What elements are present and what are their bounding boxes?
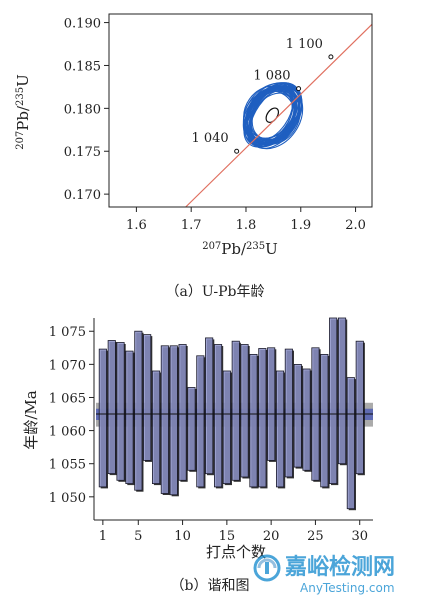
age-bar	[320, 353, 329, 488]
x-tick-label: 20	[263, 529, 280, 544]
y-tick-label: 0.170	[64, 188, 101, 203]
x-ticks: 1 5 10 15 20 25 30	[99, 520, 368, 544]
y-ticks: 1 050 1 055 1 060 1 065 1 070 1 075	[49, 325, 94, 506]
age-bar	[196, 355, 205, 488]
age-bar	[134, 330, 143, 491]
age-bar	[205, 337, 214, 475]
x-tick-label: 25	[307, 529, 324, 544]
age-bar	[267, 347, 276, 461]
age-bar	[116, 342, 125, 481]
age-bar	[284, 348, 293, 478]
age-bar	[125, 350, 134, 485]
age-marker-label: 1 040	[191, 131, 228, 146]
concordia-line	[185, 23, 373, 208]
age-bar	[355, 340, 364, 475]
age-bar	[329, 317, 338, 485]
age-bar	[187, 387, 196, 471]
plot-frame	[108, 13, 373, 208]
age-bar	[143, 334, 152, 461]
y-tick-label: 0.180	[64, 102, 101, 117]
x-tick-label: 1.9	[290, 218, 311, 233]
age-bar	[107, 340, 116, 475]
x-tick-label: 10	[174, 529, 191, 544]
y-axis-title: 207Pb/235U	[14, 74, 32, 150]
age-bar	[249, 353, 258, 488]
y-tick-label: 1 070	[49, 358, 86, 373]
age-marker-point	[328, 54, 334, 60]
caption-b: （b）谐和图	[171, 578, 250, 594]
y-tick-label: 1 055	[49, 458, 86, 473]
age-marker-label: 1 080	[253, 69, 290, 84]
analysis-ellipse	[243, 85, 297, 141]
age-bars	[98, 317, 365, 511]
y-tick-label: 1 050	[49, 491, 86, 506]
y-axis-title: 年龄/Ma	[22, 390, 40, 449]
x-tick-label: 15	[219, 529, 236, 544]
age-bar	[346, 377, 355, 510]
watermark: 嘉峪检测网 AnyTesting.com	[253, 554, 395, 595]
x-tick-label: 30	[351, 529, 368, 544]
y-tick-label: 1 060	[49, 425, 86, 440]
caption-a: （a）U-Pb年龄	[165, 284, 264, 300]
y-tick-label: 0.190	[64, 17, 101, 32]
age-bar	[151, 370, 161, 484]
y-tick-label: 1 065	[49, 391, 86, 406]
x-tick-label: 1.7	[181, 218, 202, 233]
x-axis-title: 207Pb/235U	[202, 240, 278, 258]
age-markers: 1 040 1 080 1 100	[191, 37, 334, 154]
watermark-logo-icon	[253, 554, 281, 582]
age-bar	[337, 317, 347, 465]
age-bar	[293, 363, 302, 468]
age-marker-point	[234, 148, 240, 154]
watermark-text: 嘉峪检测网	[285, 554, 395, 580]
analysis-ellipses	[242, 82, 304, 150]
age-bar	[302, 368, 311, 471]
age-marker-label: 1 100	[286, 37, 323, 52]
age-marker-point	[296, 86, 302, 92]
x-ticks: 1.6 1.7 1.8 1.9 2.0	[126, 207, 366, 233]
age-bar	[258, 348, 267, 488]
age-bar	[178, 344, 187, 481]
age-bar	[213, 344, 223, 488]
y-tick-label: 0.185	[64, 59, 101, 74]
x-tick-label: 1.8	[236, 218, 257, 233]
watermark-url: AnyTesting.com	[300, 581, 395, 595]
y-ticks: 0.170 0.175 0.180 0.185 0.190	[64, 17, 109, 203]
x-tick-label: 1	[99, 529, 107, 544]
age-bar	[275, 370, 285, 488]
age-bar	[222, 370, 231, 484]
age-bar	[231, 340, 240, 481]
x-tick-label: 1.6	[126, 218, 147, 233]
age-bar	[98, 348, 107, 488]
x-tick-label: 2.0	[345, 218, 366, 233]
age-bar	[169, 345, 178, 496]
analysis-ellipse	[247, 85, 303, 149]
x-tick-label: 5	[134, 529, 142, 544]
x-axis-title: 打点个数	[206, 543, 266, 561]
age-bar	[240, 344, 249, 478]
age-bar	[160, 345, 169, 494]
y-tick-label: 1 075	[49, 325, 86, 340]
y-tick-label: 0.175	[64, 145, 101, 160]
